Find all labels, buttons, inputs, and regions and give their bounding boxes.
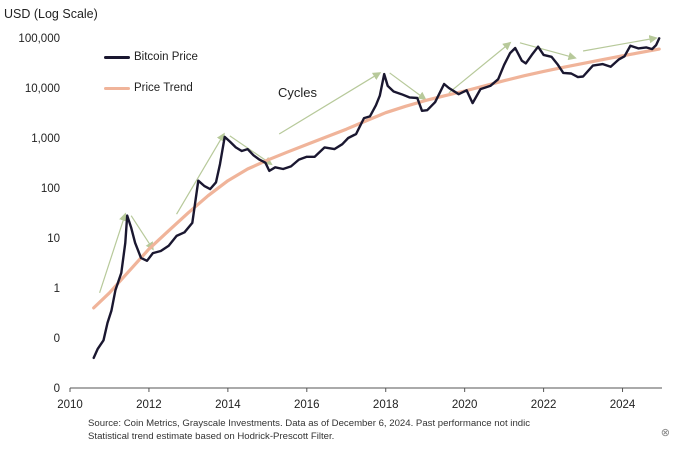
cycle-arrow [278, 72, 382, 135]
y-tick-label: 100 [41, 183, 60, 195]
series-layer [92, 37, 661, 360]
x-tick-label: 2016 [294, 399, 320, 411]
y-tick-label: 10 [47, 233, 60, 245]
y-tick-label: 100,000 [18, 33, 60, 45]
x-tick-label: 2024 [610, 399, 636, 411]
cycle-arrow [229, 135, 273, 166]
source-line-1: Source: Coin Metrics, Grayscale Investme… [88, 418, 531, 429]
legend-swatch-trend [104, 86, 130, 90]
cycle-arrows [99, 35, 658, 294]
x-tick-label: 2022 [531, 399, 557, 411]
x-tick-label: 2014 [215, 399, 241, 411]
x-tick-label: 2012 [136, 399, 162, 411]
series-line-price-trend [92, 47, 661, 310]
cycle-arrow [99, 212, 128, 294]
series-line-bitcoin-price [92, 37, 661, 360]
x-axis-ticks: 2010 2012 2014 2016 2018 2020 2022 2024 [57, 388, 636, 411]
legend-item-bitcoin-price: Bitcoin Price [104, 51, 198, 63]
y-tick-label: 1,000 [31, 133, 60, 145]
legend-item-price-trend: Price Trend [104, 82, 193, 94]
source-line-2: Statistical trend estimate based on Hodr… [88, 431, 335, 442]
y-tick-label: 10,000 [25, 83, 60, 95]
source-note: Source: Coin Metrics, Grayscale Investme… [88, 417, 530, 443]
legend-label-trend: Price Trend [134, 82, 193, 94]
legend-swatch-price [104, 55, 130, 59]
cycle-arrow [448, 41, 512, 94]
cycle-arrow [519, 42, 577, 61]
legend-label-price: Bitcoin Price [134, 51, 198, 63]
cycle-arrow [176, 132, 225, 215]
x-tick-label: 2020 [452, 399, 478, 411]
cycles-annotation: Cycles [278, 85, 318, 100]
y-tick-label: 0 [54, 383, 60, 395]
y-tick-label: 0 [54, 333, 60, 345]
y-tick-label: 1 [54, 283, 60, 295]
x-tick-label: 2010 [57, 399, 83, 411]
cycle-arrow [389, 72, 427, 101]
y-axis-title: USD (Log Scale) [4, 7, 98, 21]
x-tick-label: 2018 [373, 399, 399, 411]
cycle-arrow [130, 215, 154, 251]
corner-mark-icon: ⊗ [660, 427, 670, 439]
cycle-arrow [582, 35, 658, 52]
